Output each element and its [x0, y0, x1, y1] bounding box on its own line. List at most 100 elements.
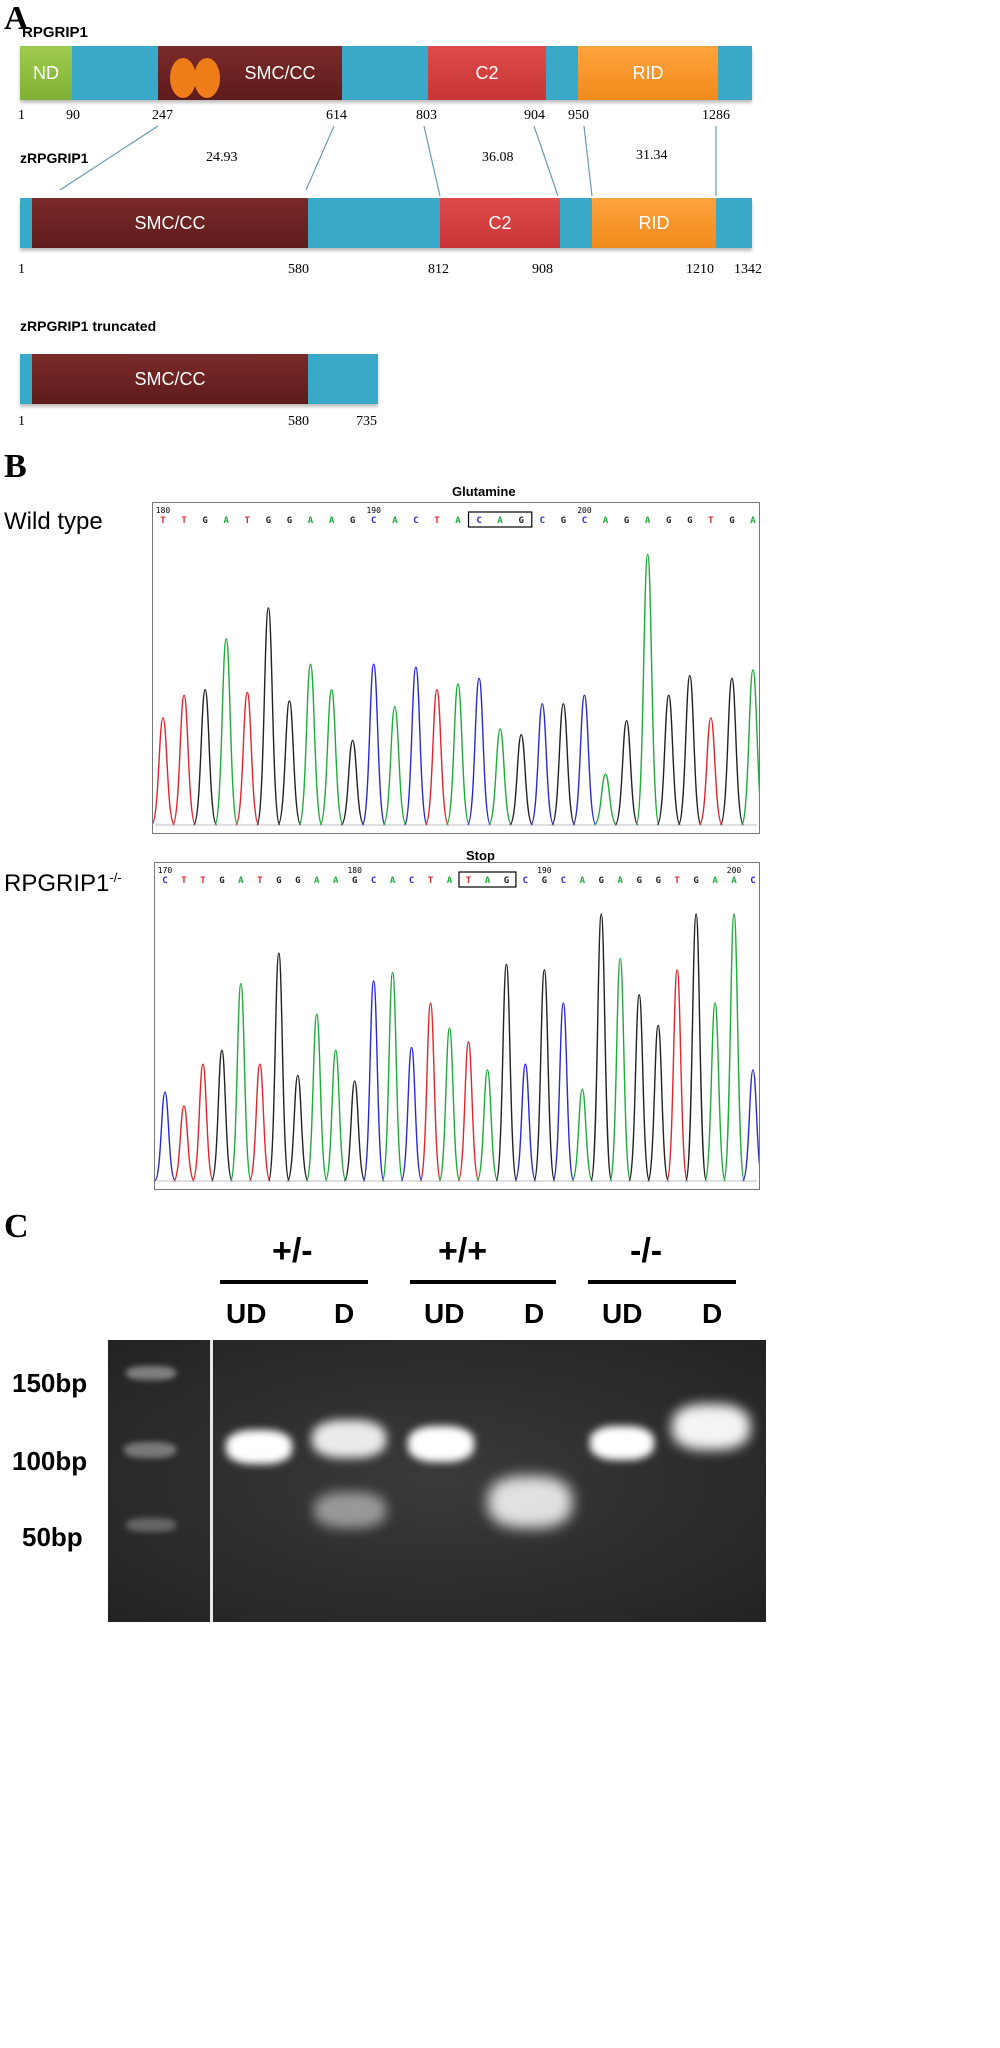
mut-base-call: G — [599, 876, 604, 886]
identity-c2: 36.08 — [482, 150, 514, 165]
wt-peak — [508, 734, 534, 826]
mutant-label-main: RPGRIP1 — [4, 870, 110, 897]
wt-base-call: C — [476, 516, 481, 526]
wt-peak — [719, 677, 745, 826]
wt-peak — [530, 703, 555, 826]
mut-peak — [590, 913, 613, 1182]
wt-base-call: A — [603, 516, 609, 526]
mut-base-call: G — [276, 876, 281, 886]
mut-peak — [666, 969, 689, 1182]
lane-2-band-lower — [314, 1492, 386, 1528]
mut-peak — [609, 957, 632, 1182]
mut-peak — [703, 1002, 727, 1182]
mut-base-call: A — [712, 876, 718, 886]
wt-base-call: A — [329, 516, 335, 526]
zrpgrip1-smc-cc-domain: SMC/CC — [32, 198, 308, 248]
panel-a-letter: A — [4, 0, 29, 37]
wt-peak — [635, 553, 660, 826]
wt-base-call: G — [687, 516, 692, 526]
mut-position-tick: 180 — [347, 866, 362, 875]
wild-type-trace-plot: T T G A T G G A A G C A C T A C A G C G C A G A G G T G A 180 190 200 — [150, 506, 766, 826]
lane-1-band-undigested — [226, 1430, 292, 1464]
c2-domain: C2 — [428, 46, 546, 100]
mut-peak — [419, 1002, 442, 1182]
mut-peak — [210, 1049, 234, 1182]
wt-peak — [551, 703, 576, 826]
genotype-ko-header: -/- — [630, 1232, 663, 1270]
mut-peak — [495, 963, 518, 1182]
mut-base-call: A — [390, 876, 396, 886]
mut-base-call: T — [428, 876, 434, 886]
mut-base-call: G — [352, 876, 357, 886]
mut-peak — [722, 913, 746, 1182]
wt-peak — [256, 607, 281, 826]
lane-3-band-undigested — [408, 1426, 474, 1462]
wt-peak — [319, 688, 344, 826]
wt-peak — [192, 688, 218, 826]
wt-base-call: T — [708, 516, 714, 526]
wt-position-tick: 190 — [366, 506, 381, 515]
mut-peak — [324, 1049, 347, 1182]
marker-50bp-label: 50bp — [22, 1522, 83, 1552]
mut-peak — [191, 1063, 215, 1182]
mut-base-call: A — [333, 876, 339, 886]
connector-950 — [583, 125, 593, 197]
connector-904 — [533, 125, 559, 197]
glutamine-label: Glutamine — [452, 484, 516, 499]
wt-base-call: G — [666, 516, 671, 526]
wt-peak — [340, 739, 365, 826]
rid-domain: RID — [578, 46, 718, 100]
lane-2-band-upper — [312, 1420, 386, 1458]
mut-base-call: C — [750, 876, 755, 886]
mut-base-call: A — [447, 876, 453, 886]
truncated-smc-cc-domain: SMC/CC — [32, 354, 308, 404]
mut-base-call: A — [618, 876, 624, 886]
mut-peak — [552, 1002, 575, 1182]
mut-base-call: A — [238, 876, 244, 886]
wt-peak — [614, 719, 639, 826]
lane-6-band-undigested — [672, 1404, 750, 1450]
nd-domain: ND — [20, 46, 72, 100]
wt-base-call: C — [540, 516, 545, 526]
mut-peak — [438, 1027, 461, 1182]
mut-base-call: G — [693, 876, 698, 886]
stop-label: Stop — [466, 848, 495, 863]
mutant-label: RPGRIP1-/- — [4, 870, 122, 898]
mut-peak — [305, 1013, 328, 1182]
lane-2-label: D — [334, 1298, 355, 1329]
rpgrip1-pos-803: 803 — [416, 108, 437, 123]
mut-base-call: T — [200, 876, 206, 886]
lane-5-label: UD — [602, 1298, 643, 1329]
mut-base-call: G — [542, 876, 547, 886]
mut-base-call: C — [371, 876, 376, 886]
mut-peak — [248, 1063, 271, 1182]
wt-base-call: G — [287, 516, 292, 526]
mut-peak — [457, 1041, 480, 1182]
wt-base-call: A — [455, 516, 461, 526]
rpgrip1-pos-1286: 1286 — [702, 108, 730, 123]
lane-1-label: UD — [226, 1298, 267, 1329]
wt-base-call: G — [202, 516, 207, 526]
mut-base-call: A — [580, 876, 586, 886]
wt-position-tick: 200 — [577, 506, 592, 515]
wt-peak — [656, 694, 681, 826]
zrpgrip1-pos-1: 1 — [18, 262, 25, 277]
mut-peak — [400, 1046, 423, 1182]
lane-3-label: UD — [424, 1298, 465, 1329]
mut-base-call: G — [219, 876, 224, 886]
mut-peak — [571, 1088, 594, 1182]
mut-base-call: G — [504, 876, 509, 886]
ladder-band-150 — [126, 1366, 176, 1380]
mutant-label-sup: -/- — [109, 870, 122, 885]
wt-peak — [740, 669, 766, 826]
wt-base-call: G — [519, 516, 524, 526]
wt-peak — [424, 688, 450, 826]
wild-type-chromatogram: T T G A T G G A A G C A C T A C A G C G C A G A G G T G A 180 190 200 — [150, 502, 766, 834]
connector-614 — [305, 125, 335, 191]
gel-splice-line — [210, 1340, 213, 1622]
rpgrip1-pos-1: 1 — [18, 108, 25, 123]
mut-base-call: G — [655, 876, 660, 886]
lane-5-band-undigested — [590, 1426, 654, 1460]
ladder-band-50 — [126, 1518, 176, 1532]
